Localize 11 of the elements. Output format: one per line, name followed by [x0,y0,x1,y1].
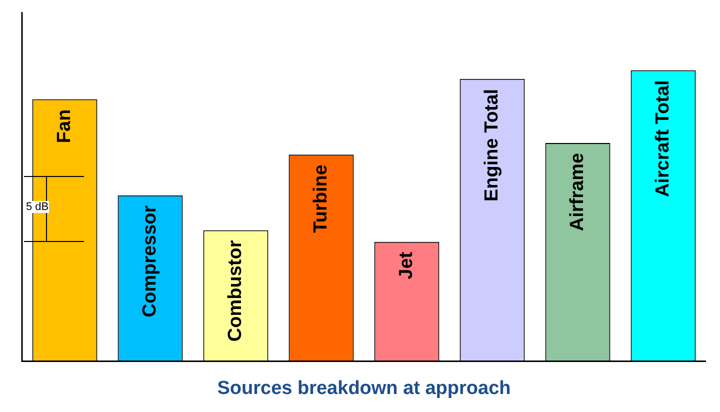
x-tick-label: Compressor [139,204,160,318]
x-tick-label: Combustor [224,240,246,342]
x-tick-label: Aircraft Total [652,80,674,198]
x-tick-label: Airframe [566,152,588,232]
x-tick-label: Engine Total [481,88,502,202]
annotation: 5 dB [26,201,49,213]
x-tick-label: Jet [396,251,417,280]
x-tick-label: Turbine [310,164,332,233]
text: Sources breakdown at approach [217,378,511,399]
scale-bracket: 5 dB [24,176,84,242]
x-tick-label: Fan [54,109,75,144]
